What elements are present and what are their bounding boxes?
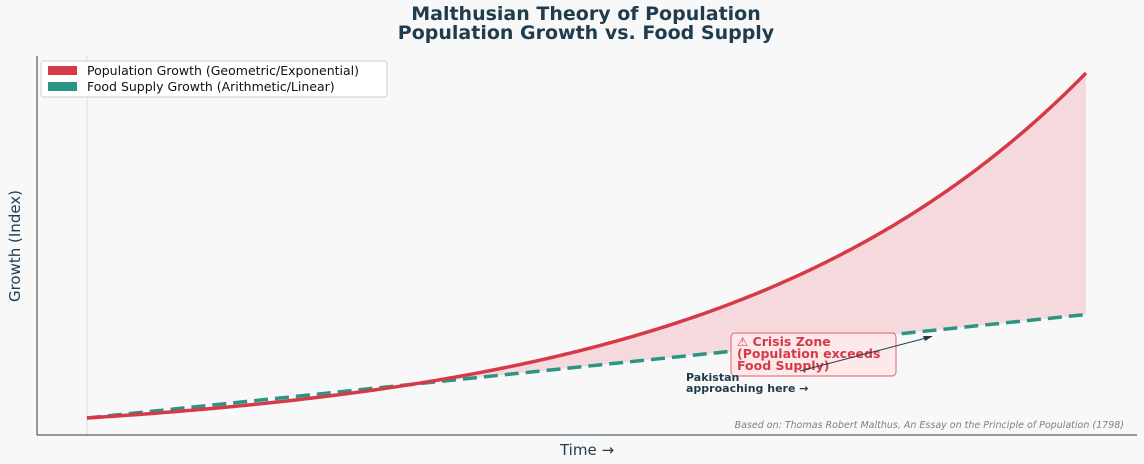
axes xyxy=(36,56,1137,436)
pakistan-line-2: approaching here → xyxy=(686,382,808,395)
source-note: Based on: Thomas Robert Malthus, An Essa… xyxy=(735,420,1124,431)
chart-title: Malthusian Theory of Population xyxy=(411,3,761,25)
crisis-box xyxy=(730,332,897,377)
pakistan-line-1: Pakistan xyxy=(686,371,739,384)
legend-box xyxy=(40,60,388,98)
legend-swatch-population xyxy=(48,66,77,75)
crisis-zone-fill xyxy=(414,73,1086,385)
pakistan-annotation: Pakistan approaching here → xyxy=(686,336,933,395)
crisis-line-2: (Population exceeds xyxy=(737,346,880,361)
pakistan-arrow-line xyxy=(799,336,931,372)
series-line-population xyxy=(86,71,1088,420)
legend-swatch-food xyxy=(48,82,77,91)
legend: Population Growth (Geometric/Exponential… xyxy=(40,60,388,98)
crisis-line-3: Food Supply) xyxy=(737,358,829,373)
pakistan-arrow-head xyxy=(923,336,933,341)
legend-label-population: Population Growth (Geometric/Exponential… xyxy=(87,63,359,78)
crisis-annotation: ⚠ Crisis Zone (Population exceeds Food S… xyxy=(730,332,897,377)
x-axis-label: Time → xyxy=(559,441,614,459)
crisis-line-1: ⚠ Crisis Zone xyxy=(737,334,831,349)
y-axis-label: Growth (Index) xyxy=(6,190,24,302)
chart-subtitle: Population Growth vs. Food Supply xyxy=(398,22,775,44)
legend-label-food: Food Supply Growth (Arithmetic/Linear) xyxy=(87,79,335,94)
